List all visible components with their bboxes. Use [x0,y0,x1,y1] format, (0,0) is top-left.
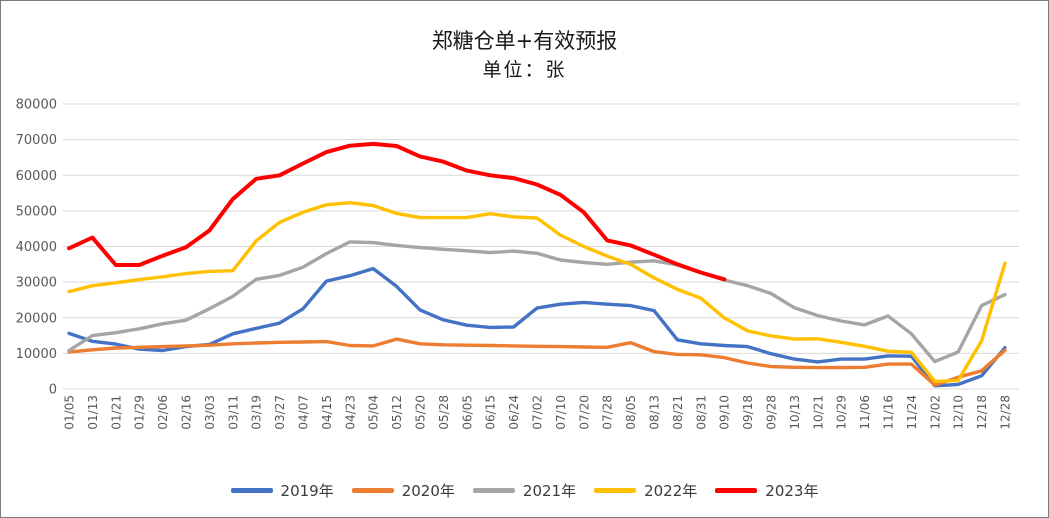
x-tick-label: 04/15 [320,395,334,430]
x-tick-label: 12/10 [952,395,966,430]
y-tick-label: 40000 [16,240,57,255]
chart-legend: 2019年 2020年 2021年 2022年 2023年 [1,475,1048,505]
series-line-2020年 [67,337,1007,387]
legend-item-2023[interactable]: 2023年 [715,480,818,501]
x-tick-label: 02/16 [180,395,194,430]
x-tick-label: 01/29 [133,395,147,430]
y-tick-label: 60000 [16,169,57,184]
y-tick-label: 10000 [16,347,57,362]
x-tick-label: 01/21 [109,395,123,430]
legend-swatch-2022 [594,487,637,493]
legend-item-2020[interactable]: 2020年 [351,480,455,501]
x-tick-label: 09/18 [741,395,755,430]
x-tick-label: 07/28 [601,395,615,430]
x-tick-label: 10/21 [811,395,825,430]
legend-swatch-2023 [715,487,758,493]
x-tick-label: 07/02 [531,395,545,430]
x-tick-label: 03/11 [226,395,240,430]
legend-item-2021[interactable]: 2021年 [472,480,577,501]
legend-label-2023: 2023年 [765,481,819,500]
legend-swatch-2021 [472,487,515,493]
chart-subtitle: 单位：张 [482,59,567,81]
y-tick-label: 80000 [16,98,57,113]
x-tick-label: 08/05 [624,395,638,430]
x-tick-label: 07/10 [554,395,568,430]
legend-item-2019[interactable]: 2019年 [230,480,334,501]
legend-label-2022: 2022年 [644,481,698,500]
x-tick-label: 08/13 [648,395,662,430]
x-tick-label: 08/31 [694,395,708,430]
x-axis-tick-labels: 01/05 01/13 01/21 01/29 02/06 02/16 03/03 03/11… [63,395,1013,430]
legend-label-2020: 2020年 [401,481,455,500]
x-tick-label: 06/05 [460,395,474,430]
legend-swatch-2020 [351,487,394,493]
x-tick-label: 03/03 [203,395,217,430]
x-tick-label: 09/28 [765,395,779,430]
x-tick-label: 12/02 [928,395,942,430]
x-tick-label: 10/29 [835,395,849,430]
x-tick-label: 08/21 [671,395,685,430]
y-axis-tick-labels: 0 10000 20000 30000 40000 50000 60000 70000 8000… [16,98,57,398]
series-line-2022年 [67,200,1007,384]
data-series-lines [67,141,1007,388]
x-tick-label: 05/20 [414,395,428,430]
x-tick-label: 05/28 [437,395,451,430]
series-line-2019年 [67,266,1007,388]
legend-swatch-2019 [230,487,273,493]
x-tick-label: 04/07 [297,395,311,430]
legend-item-2022[interactable]: 2022年 [594,480,697,501]
y-tick-label: 30000 [16,276,57,291]
x-tick-label: 12/18 [975,395,989,430]
x-tick-label: 11/06 [858,395,872,430]
series-line-2023年 [67,141,727,282]
y-tick-label: 70000 [16,133,57,148]
x-tick-label: 03/27 [273,395,287,430]
x-tick-label: 01/05 [63,395,77,430]
chart-title: 郑糖仓单+有效预报 [431,29,618,53]
x-tick-label: 02/06 [156,395,170,430]
x-tick-label: 11/24 [905,395,919,430]
x-tick-label: 07/20 [577,395,591,430]
x-tick-label: 11/16 [882,395,896,430]
x-tick-label: 03/19 [250,395,264,430]
series-line-2021年 [67,240,1007,364]
x-tick-label: 04/23 [343,395,357,430]
legend-label-2021: 2021年 [522,481,577,500]
x-tick-label: 01/13 [86,395,100,430]
x-tick-label: 06/15 [484,395,498,430]
legend-label-2019: 2019年 [280,481,334,500]
x-tick-label: 05/04 [367,395,381,430]
x-tick-label: 09/10 [718,395,732,430]
y-tick-label: 0 [49,383,57,398]
y-tick-label: 20000 [16,311,57,326]
x-tick-label: 06/24 [507,395,521,430]
x-tick-label: 05/12 [390,395,404,430]
x-tick-label: 12/28 [999,395,1013,430]
y-tick-label: 50000 [16,204,57,219]
x-tick-label: 10/13 [788,395,802,430]
